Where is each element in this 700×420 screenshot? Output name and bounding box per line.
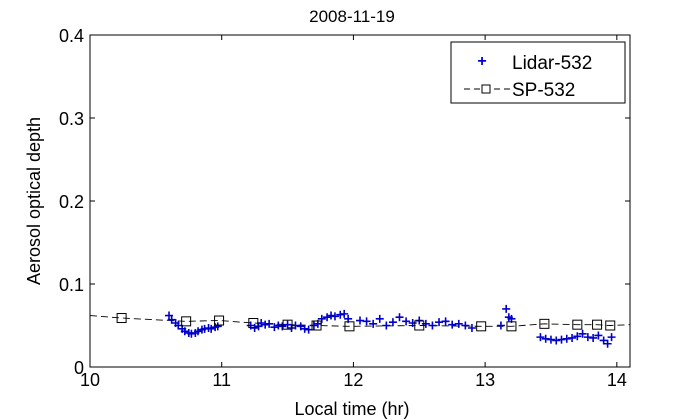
y-tick-label: 0.2: [59, 192, 84, 212]
lidar-532-point: [265, 319, 274, 328]
legend-box: [450, 41, 626, 104]
y-tick-label: 0.3: [59, 109, 84, 129]
sp-532-point: [344, 321, 355, 332]
lidar-532-point: [165, 311, 174, 320]
lidar-532-point: [187, 329, 196, 338]
sp-532-point: [181, 316, 192, 327]
x-tick-label: 14: [607, 370, 627, 390]
lidar-532-point: [402, 317, 411, 326]
sp-532-point: [214, 315, 225, 326]
lidar-532-point: [435, 318, 444, 327]
lidar-532-point: [323, 313, 332, 322]
legend: + Lidar-532 SP-532: [450, 41, 626, 104]
lidar-532-point: [496, 321, 505, 330]
lidar-532-point: [546, 335, 555, 344]
lidar-532-point: [213, 322, 222, 331]
lidar-532-point: [448, 320, 457, 329]
lidar-532-point: [330, 312, 339, 321]
y-axis-label: Aerosol optical depth: [24, 117, 44, 285]
lidar-532-point: [395, 313, 404, 322]
lidar-532-point: [261, 320, 270, 329]
x-tick-label: 12: [343, 370, 363, 390]
lidar-532-point: [362, 317, 371, 326]
lidar-532-point: [573, 332, 582, 341]
y-tick-label: 0.4: [59, 26, 84, 46]
lidar-532-point: [421, 319, 430, 328]
lidar-532-point: [382, 321, 391, 330]
lidar-532-point: [300, 324, 309, 333]
lidar-532-point: [304, 325, 313, 334]
lidar-532-point: [589, 333, 598, 342]
lidar-532-point: [388, 318, 397, 327]
legend-sp-marker: [481, 84, 491, 94]
lidar-532-point: [291, 321, 300, 330]
lidar-532-point: [408, 319, 417, 328]
sp-532-point: [282, 319, 293, 330]
y-tick-label: 0: [74, 358, 84, 378]
sp-532-point: [476, 321, 487, 332]
lidar-532-point: [557, 335, 566, 344]
lidar-532-point: [274, 321, 283, 330]
lidar-532-point: [441, 317, 450, 326]
lidar-532-point: [207, 324, 216, 333]
lidar-532-point: [603, 339, 612, 348]
legend-lidar-label: Lidar-532: [512, 53, 592, 74]
legend-lidar-marker: +: [477, 53, 486, 70]
lidar-532-point: [309, 321, 318, 330]
sp-532-point: [506, 321, 517, 332]
lidar-532-point: [552, 336, 561, 345]
lidar-532-point: [583, 333, 592, 342]
lidar-532-point: [594, 331, 603, 340]
sp-532-point: [539, 318, 550, 329]
lidar-532-point: [502, 304, 511, 313]
sp-532-point: [414, 320, 425, 331]
lidar-532-point: [562, 334, 571, 343]
lidar-532-point: [375, 314, 384, 323]
sp-532-line: [89, 315, 631, 327]
lidar-532-point: [194, 327, 202, 336]
lidar-532-point: [340, 309, 349, 318]
lidar-532-point: [317, 314, 326, 323]
lidar-532-point: [568, 333, 577, 342]
lidar-532-point: [454, 319, 463, 328]
sp-532-point: [311, 320, 322, 331]
sp-532-point: [572, 319, 583, 330]
lidar-532-point: [536, 333, 545, 342]
chart-title: 2008-11-19: [309, 7, 395, 26]
lidar-532-point: [336, 310, 345, 319]
lidar-532-point: [270, 323, 279, 332]
lidar-532-point: [356, 316, 364, 325]
lidar-532-point: [467, 323, 476, 332]
lidar-532-point: [578, 329, 587, 338]
lidar-532-point: [607, 333, 616, 342]
lidar-532-point: [461, 321, 470, 330]
lidar-532-point: [257, 319, 266, 328]
lidar-532-point: [428, 321, 437, 330]
x-tick-label: 11: [212, 370, 231, 390]
lidar-532-point: [541, 334, 550, 343]
lidar-532-point: [180, 327, 189, 336]
lidar-532-point: [327, 311, 336, 320]
sp-532-point: [116, 313, 127, 324]
sp-532-point: [248, 318, 259, 329]
lidar-532-point: [278, 322, 287, 331]
x-tick-label: 10: [80, 370, 100, 390]
lidar-532-point: [369, 319, 378, 328]
sp-532-point: [605, 320, 616, 331]
y-tick-label: 0.1: [59, 275, 84, 295]
x-axis-label: Local time (hr): [294, 399, 409, 419]
sp-532-point: [592, 319, 603, 330]
x-tick-label: 13: [475, 370, 495, 390]
legend-sp-label: SP-532: [512, 80, 575, 101]
